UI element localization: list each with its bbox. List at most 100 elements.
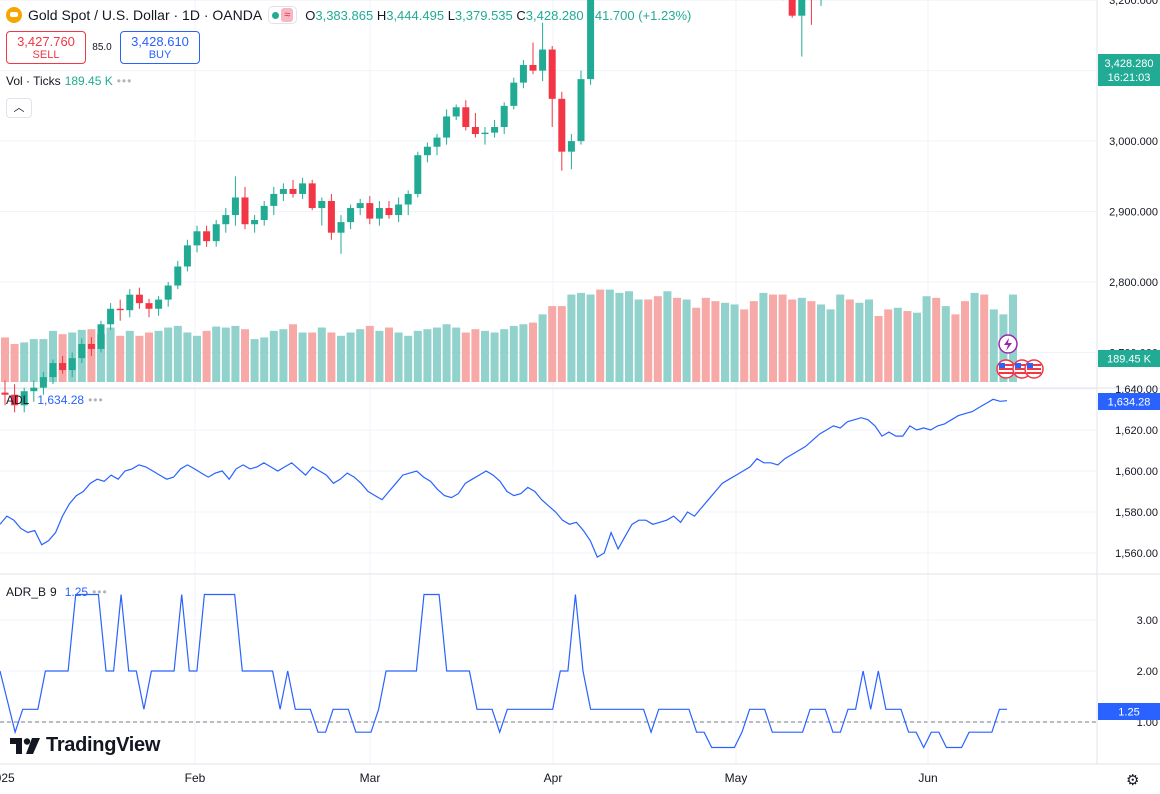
volume-bar [298, 332, 307, 382]
candle-body [462, 107, 470, 128]
candle-body [491, 127, 499, 133]
low-value: 3,379.535 [454, 7, 513, 23]
volume-bars [1, 289, 1017, 382]
volume-bar [951, 314, 960, 382]
volume-bar [461, 332, 470, 382]
high-label: H [376, 7, 387, 23]
volume-bar [874, 316, 883, 382]
collapse-legend-button[interactable]: ︿ [6, 98, 32, 118]
volume-bar [413, 330, 422, 382]
candle-body [567, 141, 575, 152]
volume-bar [337, 335, 345, 382]
volume-bar [740, 309, 749, 382]
volume-bar [682, 299, 691, 382]
candle-body [203, 231, 211, 242]
candle-body [519, 65, 527, 83]
tradingview-mark-icon [10, 737, 40, 754]
candle-body [270, 193, 278, 206]
adrb-legend-name: ADR_B [6, 585, 47, 599]
price-tick-label: 3,200.000 [1109, 0, 1158, 7]
price-tick-label: 2,900.000 [1109, 207, 1158, 219]
volume-bar [855, 302, 864, 382]
candle-body [788, 0, 796, 16]
volume-bar [346, 332, 355, 382]
candle-body [404, 193, 412, 205]
us-flag-icon[interactable] [1024, 359, 1044, 379]
sell-button[interactable]: 3,427.760 SELL [6, 31, 86, 64]
adrb-legend-value: 1.25 [64, 585, 89, 599]
price-tick-label: 2,800.000 [1109, 277, 1158, 289]
volume-bar [730, 304, 739, 382]
volume-bar [375, 330, 384, 382]
volume-bar [807, 301, 816, 382]
status-pill[interactable]: ≈ [268, 6, 298, 24]
volume-bar [913, 312, 921, 382]
volume-bar [922, 296, 931, 382]
volume-bar [10, 344, 19, 382]
candle-body [251, 220, 259, 225]
time-tick-label: 2025 [0, 771, 15, 785]
candle-body [68, 358, 76, 371]
candles [1, 0, 822, 413]
volume-bar [39, 339, 48, 382]
volume-bar [164, 327, 173, 382]
bar-countdown: 16:21:03 [1108, 72, 1151, 84]
volume-bar [625, 291, 633, 382]
volume-bar [932, 297, 941, 382]
chevron-up-icon: ︿ [13, 102, 25, 114]
candle-body [20, 391, 28, 406]
volume-bar [692, 307, 701, 382]
adl-series-line [0, 398, 1008, 558]
adrb-tag-value: 1.25 [1118, 707, 1139, 719]
volume-bar [433, 327, 441, 382]
volume-bar [634, 299, 643, 382]
adrb-tag [1098, 703, 1160, 720]
volume-legend[interactable]: Vol · Ticks 189.45 K ••• [6, 74, 132, 88]
volume-bar [404, 335, 413, 382]
adl-legend[interactable]: ADL 1,634.28 ••• [6, 393, 104, 407]
volume-bar [557, 306, 566, 382]
volume-bar [826, 309, 835, 382]
candle-body [577, 79, 585, 142]
volume-bar [769, 294, 777, 382]
volume-bar [961, 301, 969, 382]
candle-body [337, 222, 345, 233]
low-label: L [447, 7, 455, 23]
more-icon[interactable]: ••• [88, 393, 104, 407]
volume-bar [596, 289, 605, 382]
volume-bar [125, 330, 134, 382]
more-icon[interactable]: ••• [116, 74, 133, 88]
volume-bar [759, 292, 768, 382]
volume-bar [711, 301, 720, 382]
open-label: O [305, 7, 316, 23]
volume-bar [980, 294, 989, 382]
volume-legend-name: Vol · Ticks [6, 74, 61, 88]
volume-bar [183, 332, 192, 382]
gold-symbol-icon[interactable] [6, 7, 22, 23]
volume-bar [327, 332, 336, 382]
symbol-title[interactable]: Gold Spot / U.S. Dollar · 1D · OANDA [28, 7, 263, 23]
volume-bar [365, 325, 374, 382]
candle-body [395, 204, 403, 216]
more-icon[interactable]: ••• [92, 585, 108, 599]
volume-bar [145, 332, 153, 382]
adl-tick-label: 1,560.00 [1115, 548, 1158, 560]
volume-bar [212, 326, 221, 382]
candle-body [443, 116, 451, 138]
volume-bar [423, 329, 432, 382]
volume-bar [29, 339, 38, 382]
buy-button[interactable]: 3,428.610 BUY [120, 31, 200, 64]
candle-body [155, 299, 163, 309]
volume-bar [394, 332, 403, 382]
candle-body [164, 285, 172, 300]
change-value: +41.700 (+1.23%) [587, 7, 692, 23]
settings-gear-icon[interactable]: ⚙ [1126, 772, 1140, 789]
event-icons[interactable] [996, 334, 1044, 379]
tradingview-logo[interactable]: TradingView [10, 734, 160, 757]
candle-body [347, 208, 355, 223]
adrb-legend[interactable]: ADR_B 9 1.25 ••• [6, 585, 108, 599]
volume-bar [797, 297, 806, 382]
volume-bar [1, 337, 9, 382]
candle-body [366, 203, 374, 219]
